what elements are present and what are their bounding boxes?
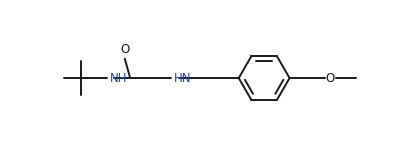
Text: HN: HN (174, 72, 192, 85)
Text: O: O (326, 72, 335, 85)
Text: NH: NH (109, 72, 127, 85)
Text: O: O (121, 43, 130, 56)
